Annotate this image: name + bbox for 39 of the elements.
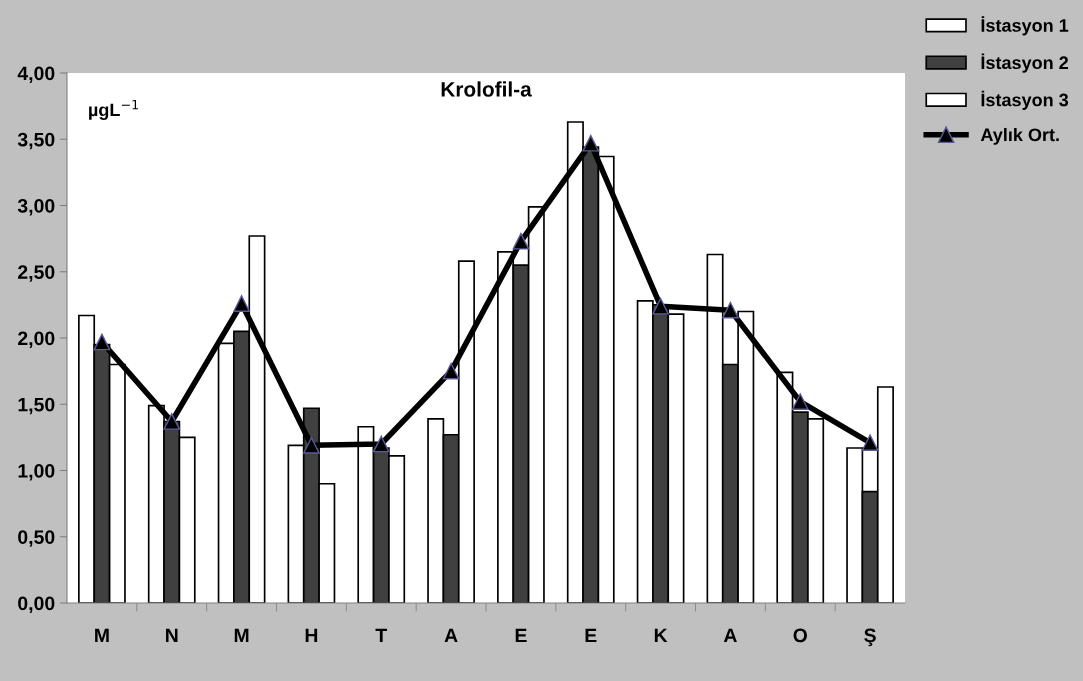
x-tick-label: A: [723, 628, 737, 643]
y-tick-label: 4,00: [17, 66, 55, 84]
y-tick-label: 1,50: [18, 397, 55, 415]
x-tick-label: A: [444, 628, 458, 643]
y-tick-label: 3,50: [17, 132, 55, 150]
legend-label: İstasyon 2: [981, 53, 1069, 73]
y-tick-label: 2,50: [18, 265, 55, 282]
y-tick-label: 2,00: [18, 331, 55, 349]
point: [512, 232, 530, 250]
legend-label: İstasyon 3: [981, 90, 1069, 110]
x-tick-label: M: [234, 628, 249, 643]
x-tick-label: M: [95, 628, 109, 643]
x-tick-label: O: [793, 628, 807, 643]
point: [652, 297, 669, 315]
point: [722, 301, 739, 319]
y-tick-label: 3,00: [17, 198, 55, 216]
point: [861, 434, 879, 452]
point: [93, 333, 111, 351]
x-tick-label: N: [166, 628, 178, 643]
point: [791, 393, 809, 410]
y-tick-label: 0,50: [18, 530, 55, 547]
x-tick-label: E: [585, 628, 597, 643]
point: [582, 134, 600, 152]
point: [442, 362, 460, 380]
x-tick-label: K: [654, 628, 668, 643]
annotation: µgL$^{−1}$: [89, 99, 139, 120]
chart-title: Krolofil-a: [441, 81, 532, 97]
point: [163, 413, 181, 430]
x-tick-label: Ş: [864, 628, 876, 647]
point: [303, 436, 320, 454]
y-tick-label: 0,00: [18, 596, 55, 614]
legend-label: İstasyon 1: [981, 16, 1069, 36]
x-tick-label: H: [305, 628, 318, 643]
x-tick-label: E: [515, 628, 527, 643]
x-tick-label: T: [375, 628, 387, 643]
y-tick-label: 1,00: [18, 463, 55, 481]
point: [372, 435, 390, 453]
legend-label: Aylık Ort.: [980, 127, 1059, 145]
point: [233, 295, 250, 312]
